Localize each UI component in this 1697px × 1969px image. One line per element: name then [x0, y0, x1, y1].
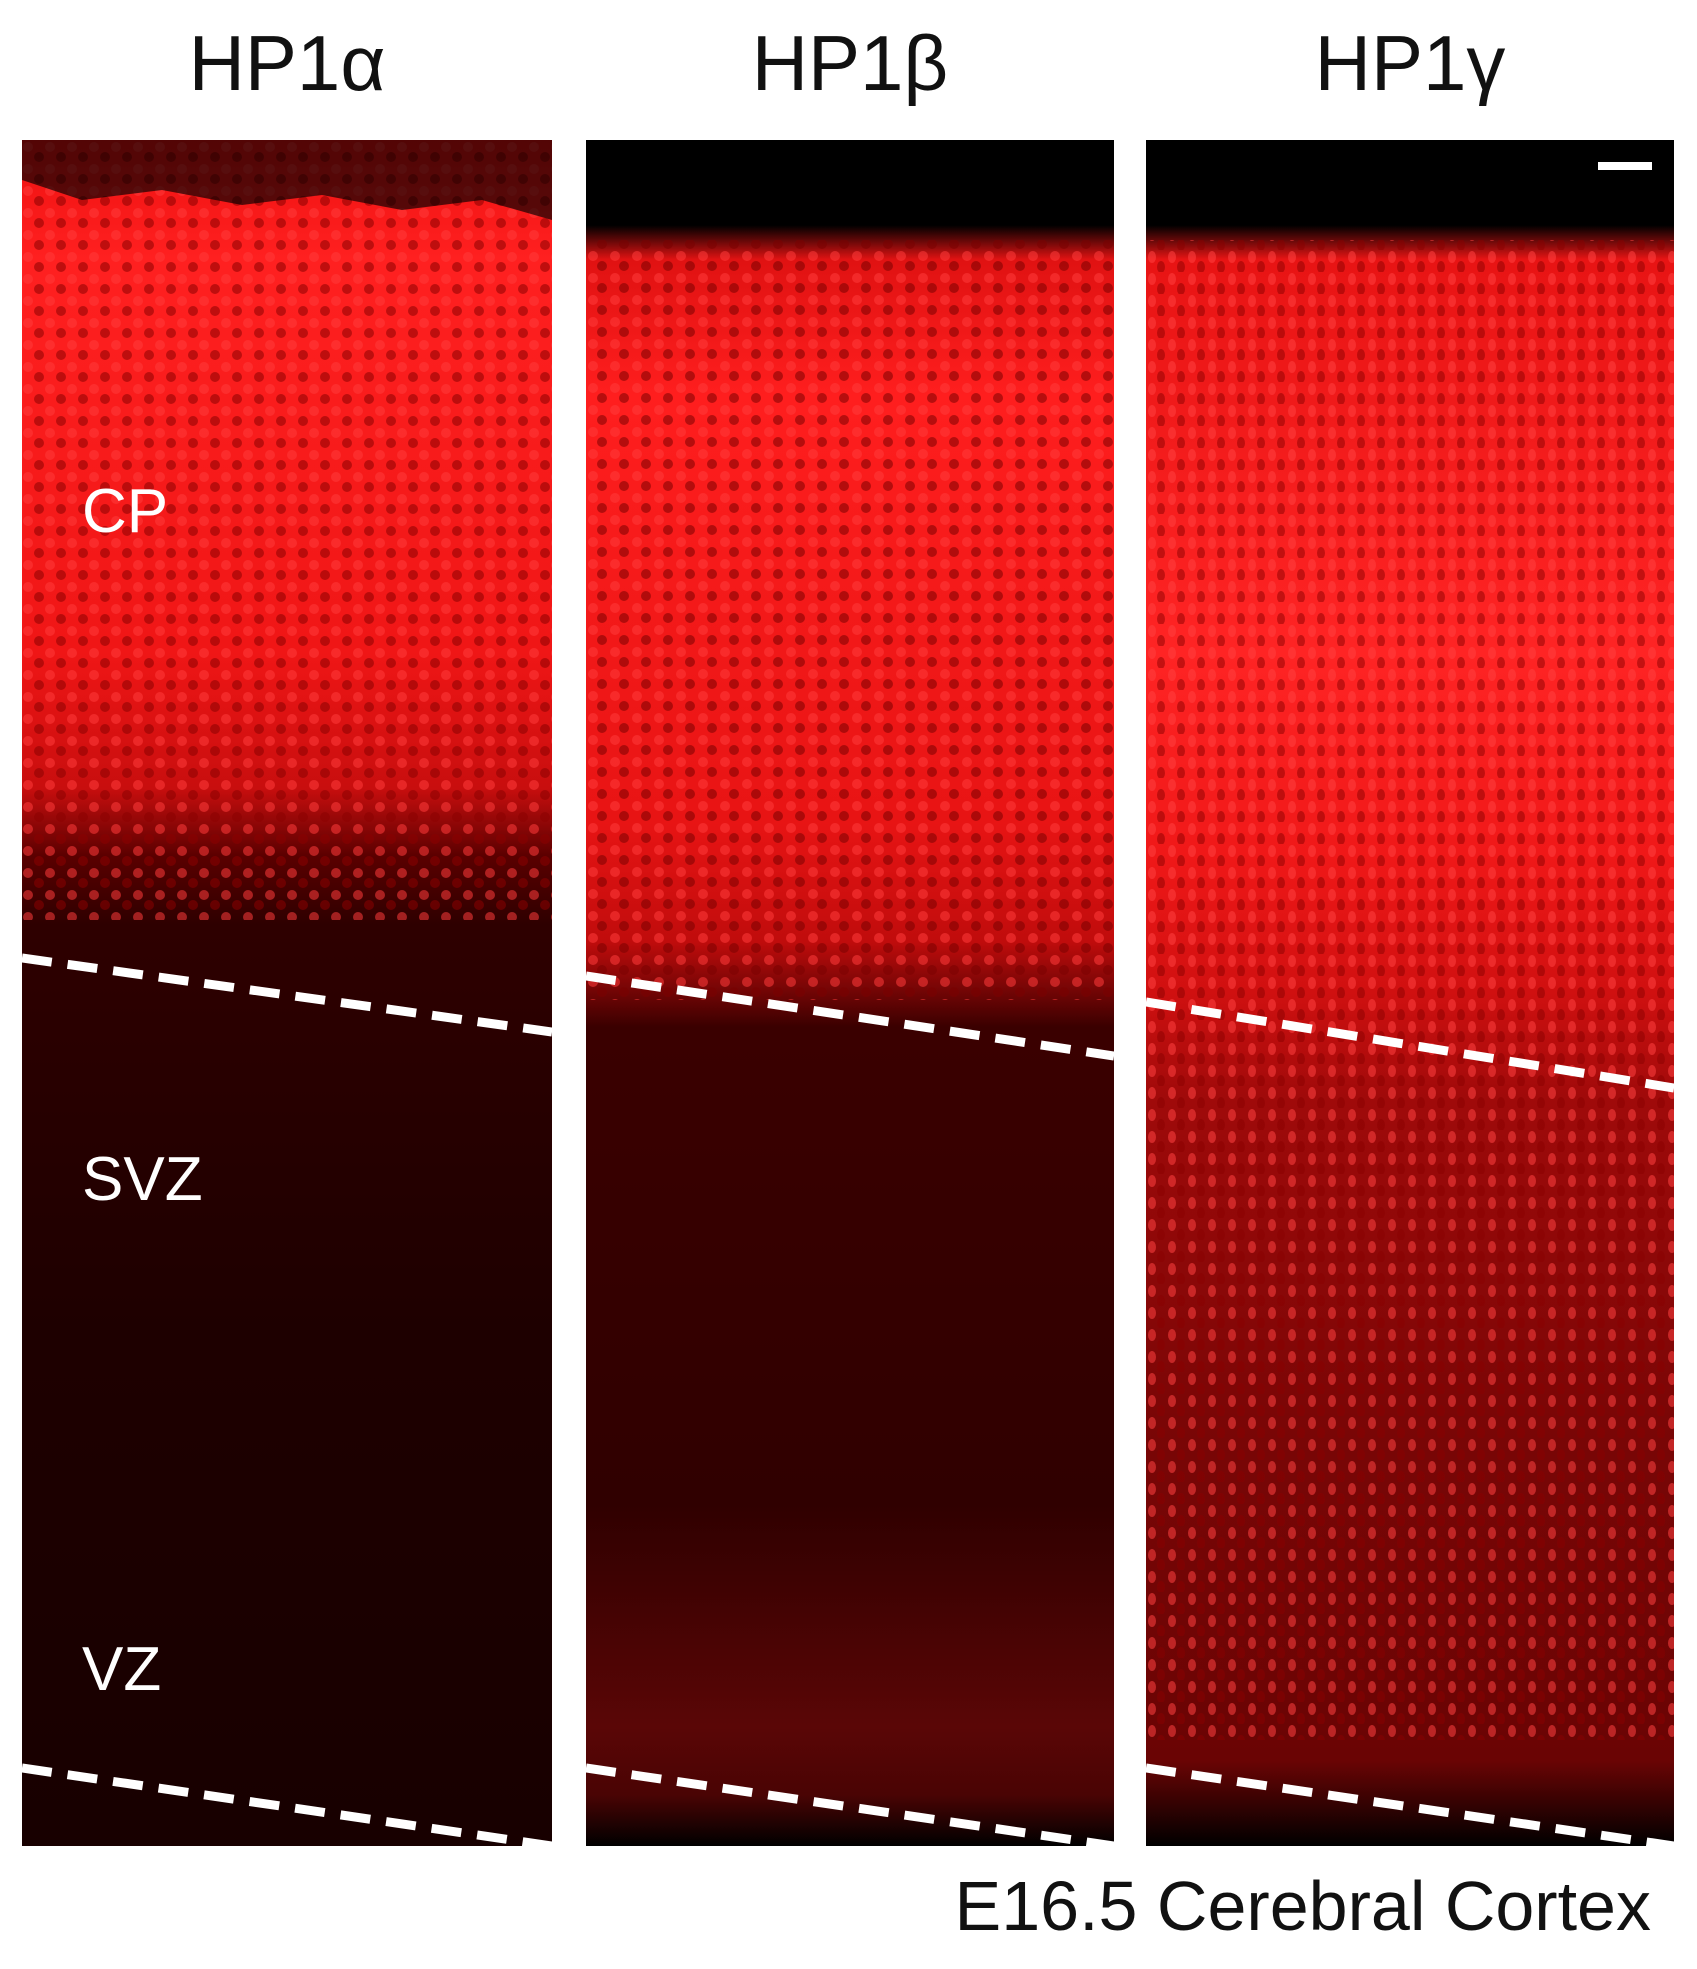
micrograph-hp1g-image: [1146, 140, 1674, 1846]
figure-caption: E16.5 Cerebral Cortex: [954, 1867, 1651, 1945]
micrograph-panel-hp1g: [1146, 140, 1674, 1846]
scale-bar: [1598, 162, 1652, 170]
micrograph-panel-hp1b: [586, 140, 1114, 1846]
column-title-hp1b: HP1β: [751, 19, 949, 107]
zone-label-svz: SVZ: [82, 1145, 203, 1214]
micrograph-hp1b-image: [586, 140, 1114, 1846]
column-title-hp1a: HP1α: [188, 19, 386, 107]
micrograph-hp1a-image: [22, 140, 552, 1846]
micrograph-panel-hp1a: CP SVZ VZ: [22, 140, 552, 1846]
zone-label-cp: CP: [82, 477, 169, 546]
zone-label-vz: VZ: [82, 1635, 162, 1704]
column-title-hp1g: HP1γ: [1314, 19, 1506, 107]
